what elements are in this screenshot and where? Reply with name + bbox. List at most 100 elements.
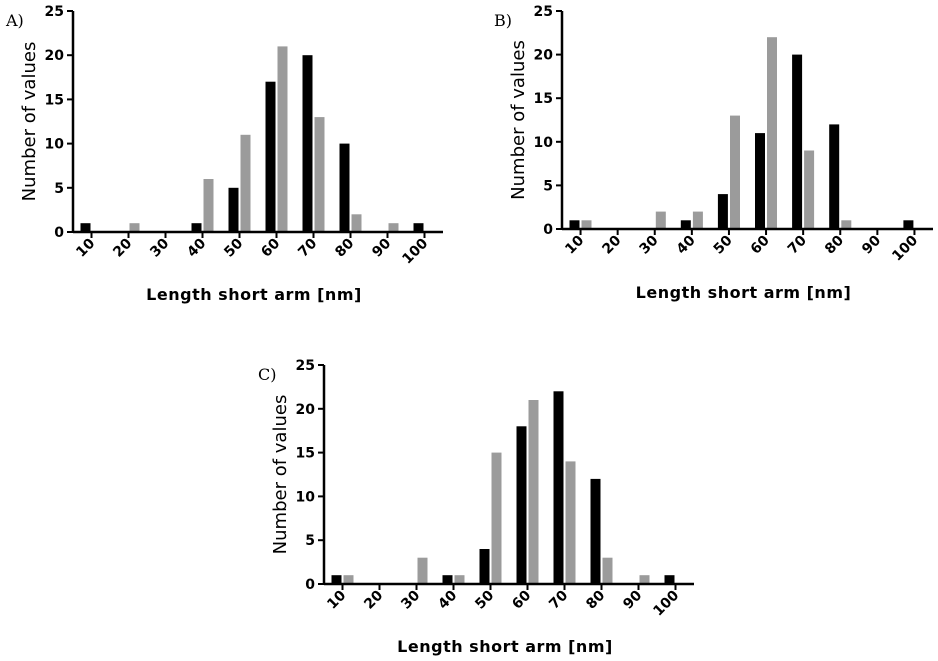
panel-c-y-axis-title: Number of values	[270, 395, 291, 555]
panel-a-x-tick-label-10: 10	[73, 235, 98, 260]
panel-c-bar-s1-100	[664, 575, 675, 584]
panel-c-y-tick-label-0: 0	[305, 577, 315, 593]
panel-c-y-tick-label-5: 5	[305, 533, 315, 549]
panel-c-x-tick-label-80: 80	[583, 587, 608, 612]
panel-b-bar-s2-50	[730, 115, 740, 229]
panel-a-bar-s1-50	[228, 187, 239, 232]
panel-a-bar-s2-90	[388, 223, 399, 232]
panel-c-x-tick-label-90: 90	[620, 587, 645, 612]
panel-a-y-tick-label-10: 10	[45, 137, 65, 153]
panel-b-bar-s2-10	[581, 220, 592, 229]
panel-b-bar-s1-60	[755, 133, 765, 229]
panel-b-y-tick-label-10: 10	[534, 135, 554, 151]
panel-c-bar-s2-30	[417, 557, 428, 584]
panel-a-y-tick-label-20: 20	[45, 48, 65, 64]
panel-c-y-tick-label-20: 20	[296, 402, 316, 418]
panel-a-label: A)	[5, 11, 24, 30]
panel-a-x-tick-label-60: 60	[258, 235, 283, 260]
panel-a-bar-s1-80	[339, 143, 350, 232]
panel-b-bar-s2-40	[692, 211, 703, 229]
panel-b-bar-s1-40	[680, 220, 691, 229]
panel-c-bar-s1-70	[553, 391, 564, 584]
panel-c-x-tick-label-70: 70	[546, 587, 571, 612]
panel-a-x-tick-label-70: 70	[295, 235, 320, 260]
panel-c-bar-s2-50	[491, 452, 502, 584]
panel-c-x-tick-label-20: 20	[361, 587, 386, 612]
panel-c-bar-s2-40	[454, 575, 465, 584]
panel-c-x-axis-title: Length short arm [nm]	[397, 637, 613, 656]
panel-b-x-tick-label-20: 20	[599, 232, 624, 257]
panel-a-y-tick-label-25: 25	[45, 4, 64, 20]
panel-c-x-tick-label-60: 60	[509, 587, 534, 612]
panel-b-bar-s1-10	[569, 220, 580, 229]
panel-a-x-tick-label-30: 30	[147, 235, 172, 260]
panel-a-bar-s2-60	[277, 46, 288, 233]
panel-c-bar-s1-10	[331, 575, 342, 584]
panel-a-x-tick-label-80: 80	[332, 235, 357, 260]
panel-b-x-tick-label-50: 50	[711, 232, 736, 257]
panel-c-y-tick-label-25: 25	[296, 358, 315, 374]
panel-b-x-tick-label-30: 30	[636, 232, 661, 257]
panel-a-y-tick-label-5: 5	[54, 181, 64, 197]
panel-a-y-axis-title: Number of values	[19, 42, 40, 202]
panel-b-x-tick-label-60: 60	[748, 232, 773, 257]
panel-b-x-tick-label-90: 90	[859, 232, 884, 257]
panel-c-bar-s1-60	[516, 426, 527, 584]
panel-b-y-tick-label-15: 15	[534, 91, 553, 107]
panel-a-bar-s1-70	[302, 55, 313, 233]
panel-c-y-tick-label-15: 15	[296, 446, 315, 462]
panel-a-bar-s2-50	[240, 134, 251, 232]
panel-c-bar-s2-60	[528, 400, 539, 584]
panel-b-y-tick-label-20: 20	[534, 48, 554, 64]
panel-c-x-tick-label-40: 40	[435, 587, 460, 612]
panel-a-x-tick-label-40: 40	[184, 235, 209, 260]
panel-b-x-tick-label-80: 80	[822, 232, 847, 257]
panel-b-bar-s1-100	[903, 220, 914, 229]
panel-a-y-tick-label-0: 0	[54, 225, 64, 241]
panel-a-bar-s1-40	[191, 223, 202, 232]
panel-b-y-tick-label-0: 0	[543, 222, 553, 238]
panel-c-y-tick-label-10: 10	[296, 489, 316, 505]
panel-a-x-axis-title: Length short arm [nm]	[146, 285, 362, 304]
panel-b-x-axis-title: Length short arm [nm]	[636, 283, 852, 302]
panel-c-bar-s2-10	[343, 575, 354, 584]
panel-b-x-tick-label-40: 40	[674, 232, 699, 257]
panel-b-bar-s1-70	[792, 54, 803, 229]
panel-a-x-tick-label-90: 90	[369, 235, 394, 260]
panel-c-label: C)	[258, 365, 276, 384]
panel-a-y-tick-label-15: 15	[45, 92, 64, 108]
panel-b-bar-s2-60	[767, 37, 777, 230]
panel-c-bar-s2-90	[639, 575, 650, 584]
panel-b-y-axis-title: Number of values	[508, 40, 529, 200]
panel-a-bar-s1-100	[413, 223, 424, 232]
panel-c-x-tick-label-50: 50	[472, 587, 497, 612]
panel-c-x-tick-label-10: 10	[324, 587, 349, 612]
panel-a-bar-s2-20	[129, 223, 140, 232]
panel-a-x-tick-label-50: 50	[221, 235, 246, 260]
panel-b-bar-s2-80	[841, 220, 852, 229]
panel-b-bar-s2-70	[804, 150, 815, 229]
panel-b-bar-s1-50	[717, 194, 728, 229]
panel-b-x-tick-label-10: 10	[562, 232, 587, 257]
panel-b-x-tick-label-100: 100	[889, 232, 921, 264]
panel-c-x-tick-label-30: 30	[398, 587, 423, 612]
panel-a-bar-s2-80	[351, 214, 362, 232]
panel-c-bar-s1-80	[590, 478, 601, 584]
panel-b-x-tick-label-70: 70	[785, 232, 810, 257]
panel-b-label: B)	[494, 11, 512, 30]
panel-c-bar-s1-40	[442, 575, 453, 584]
panel-c-x-tick-label-100: 100	[650, 587, 682, 619]
panel-b-bar-s1-80	[829, 124, 840, 229]
panel-a-bar-s1-10	[80, 223, 91, 232]
panel-b-y-tick-label-5: 5	[543, 178, 553, 194]
panel-c-bar-s2-70	[565, 461, 576, 584]
panel-a-bar-s2-70	[314, 117, 325, 232]
panel-a-bar-s1-60	[265, 81, 276, 232]
panel-a-bar-s2-40	[203, 179, 214, 232]
panel-b-bar-s2-30	[655, 211, 666, 229]
panel-a-x-tick-label-20: 20	[110, 235, 135, 260]
panel-c-bar-s1-50	[479, 549, 490, 584]
panel-a-x-tick-label-100: 100	[399, 235, 431, 267]
panel-b-y-tick-label-25: 25	[534, 4, 553, 20]
